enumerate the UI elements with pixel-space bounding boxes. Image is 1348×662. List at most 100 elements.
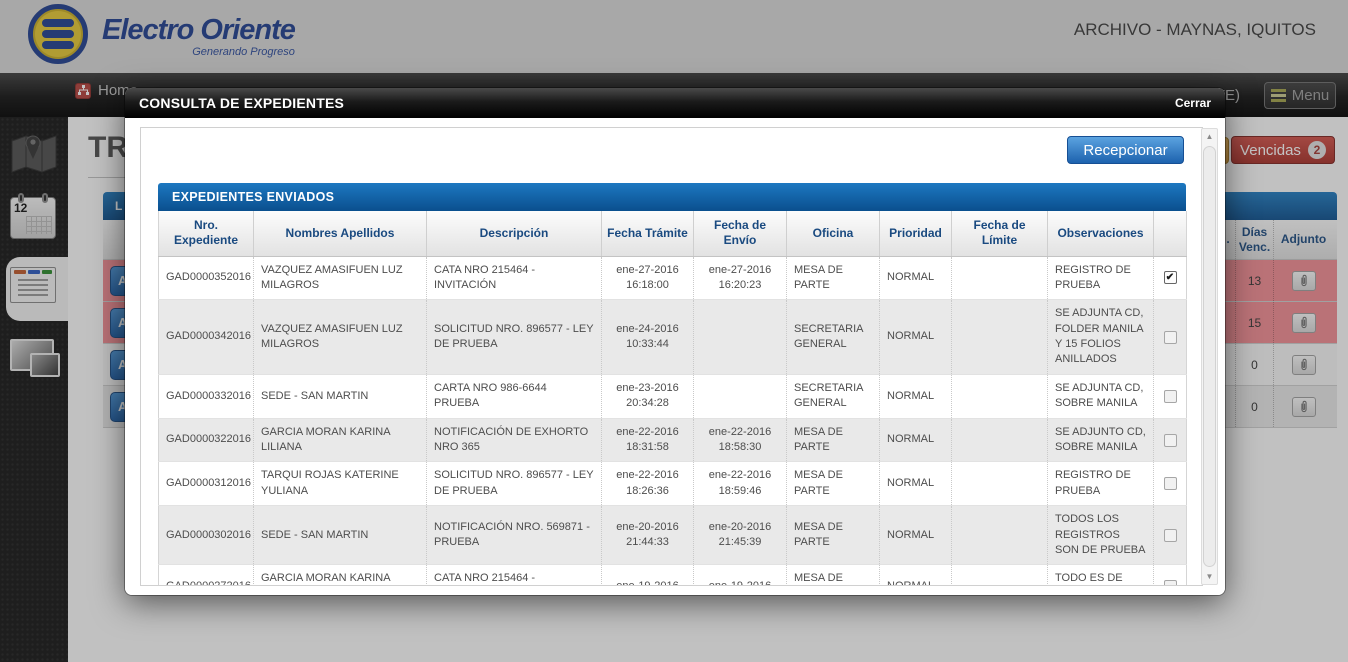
cell-oficina: MESA DE PARTE: [786, 461, 880, 506]
documents-icon[interactable]: [10, 267, 56, 303]
table-row[interactable]: GAD0000332016 SEDE - SAN MARTIN CARTA NR…: [158, 373, 1187, 419]
logo-icon: [28, 4, 88, 64]
cell-nro-expediente: GAD0000352016: [158, 255, 254, 300]
cell-nombres: GARCIA MORAN KARINA LILIANA: [253, 564, 427, 585]
row-checkbox[interactable]: [1163, 477, 1177, 491]
cell-observaciones: REGISTRO DE PRUEBA: [1047, 461, 1154, 506]
cell-observaciones: TODOS LOS REGISTROS SON DE PRUEBA: [1047, 505, 1154, 565]
cell-nombres: GARCIA MORAN KARINA LILIANA: [253, 417, 427, 462]
row-checkbox[interactable]: [1163, 528, 1177, 542]
cell-prioridad: NORMAL: [879, 417, 952, 462]
vencidas-count-badge: 2: [1307, 141, 1326, 159]
menu-icon: [1270, 88, 1286, 102]
cell-oficina: SECRETARIA GENERAL: [786, 373, 880, 419]
row-checkbox[interactable]: [1163, 580, 1177, 585]
cell-prioridad: NORMAL: [879, 255, 952, 300]
cell-dias-venc: 0: [1235, 386, 1273, 427]
cell-fecha-tramite: ene-19-2016: [601, 564, 694, 585]
cell-prioridad: NORMAL: [879, 299, 952, 375]
column-header: Fecha de Límite: [951, 211, 1048, 257]
cell-fecha-envio: [693, 373, 787, 419]
location-label: ARCHIVO - MAYNAS, IQUITOS: [1073, 20, 1316, 39]
cell-observaciones: REGISTRO DE PRUEBA: [1047, 255, 1154, 300]
cell-fecha-tramite: ene-22-2016 18:26:36: [601, 461, 694, 506]
scroll-up-icon[interactable]: ▲: [1205, 132, 1214, 141]
vencidas-button[interactable]: Vencidas 2: [1231, 136, 1335, 164]
cell-oficina: MESA DE PARTE: [786, 417, 880, 462]
paperclip-attachment-button[interactable]: [1291, 312, 1316, 333]
col-header-dias-venc: Días Venc.: [1235, 220, 1273, 259]
cell-prioridad: NORMAL: [879, 505, 952, 565]
cell-oficina: SECRETARIA GENERAL: [786, 299, 880, 375]
cell-fecha-limite: [951, 373, 1048, 419]
map-icon[interactable]: [10, 133, 58, 182]
cell-prioridad: NORMAL: [879, 461, 952, 506]
home-icon: [75, 82, 91, 99]
cell-prioridad: NORMAL: [879, 564, 952, 585]
recepcionar-button[interactable]: Recepcionar: [1067, 136, 1184, 164]
table-row[interactable]: GAD0000322016 GARCIA MORAN KARINA LILIAN…: [158, 417, 1187, 462]
cell-nombres: SEDE - SAN MARTIN: [253, 505, 427, 565]
table-row[interactable]: GAD0000352016 VAZQUEZ AMASIFUEN LUZ MILA…: [158, 255, 1187, 300]
cell-oficina: MESA DE PARTE: [786, 505, 880, 565]
cell-nombres: VAZQUEZ AMASIFUEN LUZ MILAGROS: [253, 299, 427, 375]
cell-fecha-envio: [693, 299, 787, 375]
cell-nro-expediente: GAD0000332016: [158, 373, 254, 419]
cell-nombres: TARQUI ROJAS KATERINE YULIANA: [253, 461, 427, 506]
table-row[interactable]: GAD0000272016 GARCIA MORAN KARINA LILIAN…: [158, 564, 1187, 585]
cell-fecha-limite: [951, 417, 1048, 462]
paperclip-attachment-button[interactable]: [1291, 396, 1316, 417]
row-checkbox[interactable]: [1163, 433, 1177, 447]
expedientes-panel: EXPEDIENTES ENVIADOS Nro. Expediente Nom…: [158, 183, 1187, 585]
cell-nro-expediente: GAD0000322016: [158, 417, 254, 462]
electrooriente-logo: Electro Oriente Generando Progreso: [28, 4, 296, 64]
cell-fecha-envio: ene-27-2016 16:20:23: [693, 255, 787, 300]
table-body: GAD0000352016 VAZQUEZ AMASIFUEN LUZ MILA…: [158, 255, 1187, 585]
dialog-titlebar[interactable]: CONSULTA DE EXPEDIENTES Cerrar: [125, 88, 1225, 118]
cell-fecha-tramite: ene-23-2016 20:34:28: [601, 373, 694, 419]
paperclip-attachment-button[interactable]: [1291, 270, 1316, 291]
brand-name: Electro Oriente: [102, 14, 296, 46]
cell-fecha-limite: [951, 299, 1048, 375]
dialog-body: Recepcionar EXPEDIENTES ENVIADOS Nro. Ex…: [125, 118, 1225, 595]
column-header: Prioridad: [879, 211, 952, 257]
cell-fecha-envio: ene-22-2016 18:59:46: [693, 461, 787, 506]
menu-button[interactable]: Menu: [1264, 81, 1336, 109]
column-header: [1153, 211, 1187, 257]
cell-fecha-limite: [951, 461, 1048, 506]
row-checkbox[interactable]: [1163, 389, 1177, 403]
cell-nro-expediente: GAD0000312016: [158, 461, 254, 506]
cell-dias-venc: 0: [1235, 344, 1273, 385]
photos-icon[interactable]: [10, 339, 60, 377]
scroll-down-icon[interactable]: ▼: [1205, 572, 1214, 581]
cell-descripcion: CATA NRO 215464 - INVITACIÓN: [426, 564, 602, 585]
column-header: Nombres Apellidos: [253, 211, 427, 257]
cell-fecha-envio: ene-22-2016 18:58:30: [693, 417, 787, 462]
sidebar: 12: [0, 117, 68, 662]
cell-descripcion: NOTIFICACIÓN DE EXHORTO NRO 365: [426, 417, 602, 462]
cell-prioridad: NORMAL: [879, 373, 952, 419]
close-button[interactable]: Cerrar: [1174, 96, 1211, 110]
dialog-title: CONSULTA DE EXPEDIENTES: [139, 95, 345, 111]
cell-nro-expediente: GAD0000342016: [158, 299, 254, 375]
calendar-icon[interactable]: 12: [10, 193, 56, 239]
cell-fecha-envio: ene-20-2016 21:45:39: [693, 505, 787, 565]
table-row[interactable]: GAD0000302016 SEDE - SAN MARTIN NOTIFICA…: [158, 505, 1187, 565]
cell-descripcion: CARTA NRO 986-6644 PRUEBA: [426, 373, 602, 419]
paperclip-attachment-button[interactable]: [1291, 354, 1316, 375]
cell-nro-expediente: GAD0000302016: [158, 505, 254, 565]
row-checkbox[interactable]: ✔: [1163, 271, 1177, 285]
dialog-content-frame: Recepcionar EXPEDIENTES ENVIADOS Nro. Ex…: [140, 127, 1203, 586]
modal-scrollbar[interactable]: ▲ ▼: [1201, 128, 1218, 585]
table-row[interactable]: GAD0000312016 TARQUI ROJAS KATERINE YULI…: [158, 461, 1187, 506]
cell-oficina: MESA DE PARTE: [786, 255, 880, 300]
table-row[interactable]: GAD0000342016 VAZQUEZ AMASIFUEN LUZ MILA…: [158, 299, 1187, 375]
cell-nombres: SEDE - SAN MARTIN: [253, 373, 427, 419]
cell-observaciones: SE ADJUNTA CD, FOLDER MANILA Y 15 FOLIOS…: [1047, 299, 1154, 375]
cell-fecha-tramite: ene-27-2016 16:18:00: [601, 255, 694, 300]
column-header: Fecha Trámite: [601, 211, 694, 257]
cell-fecha-limite: [951, 505, 1048, 565]
scrollbar-thumb[interactable]: [1203, 146, 1216, 567]
row-checkbox[interactable]: [1163, 330, 1177, 344]
